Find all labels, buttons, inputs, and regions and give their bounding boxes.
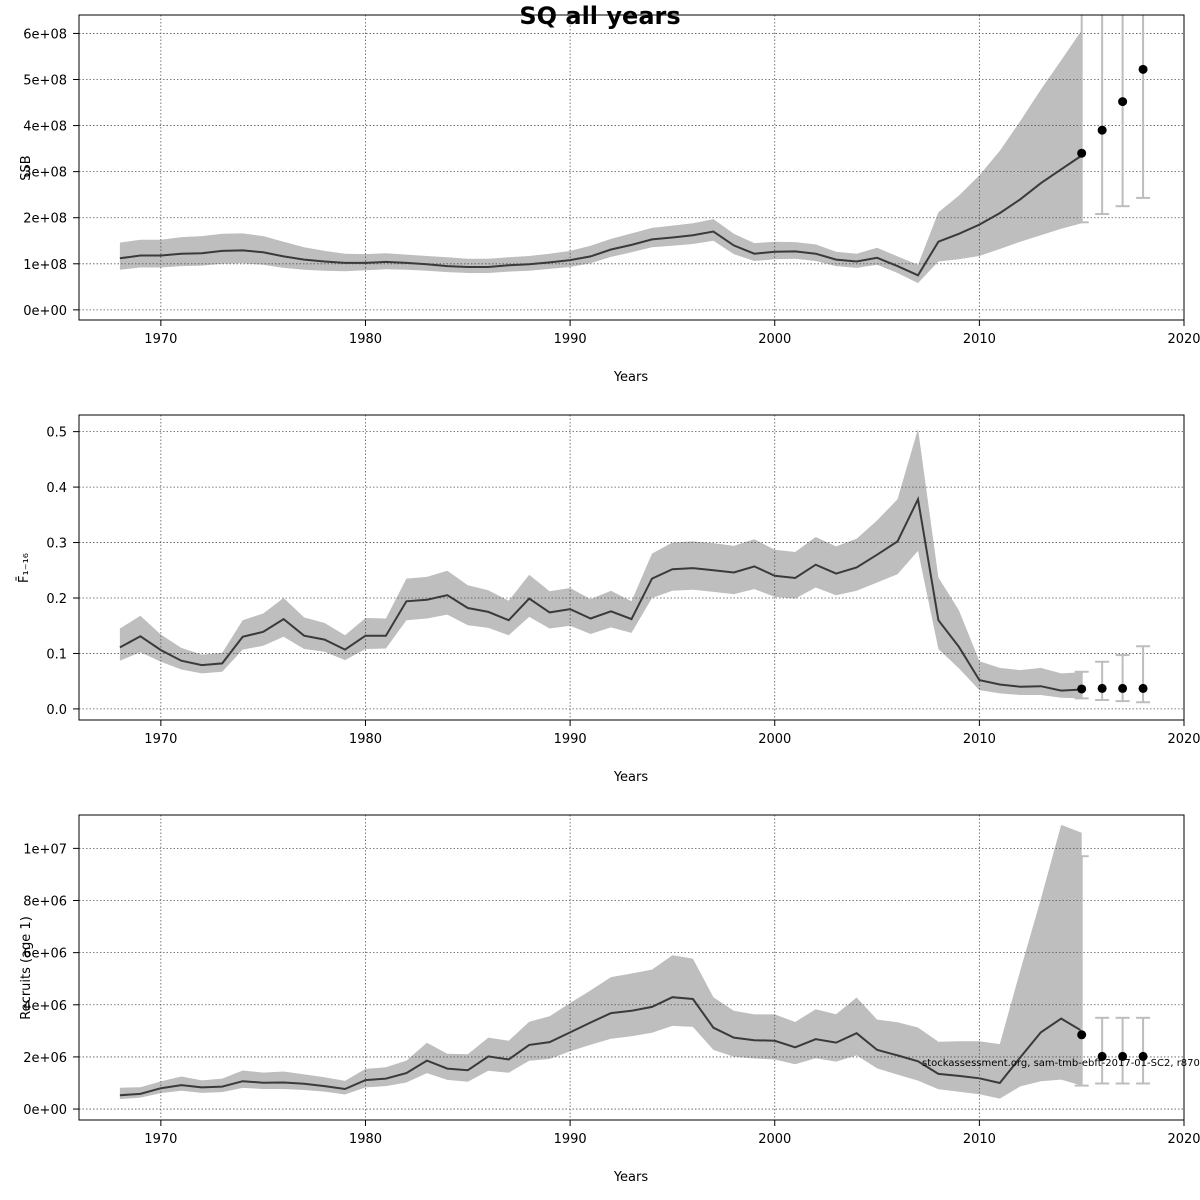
estimate-line — [119, 496, 1082, 692]
plot-frame — [78, 814, 1185, 1121]
x-tick-label: 1980 — [349, 732, 382, 747]
y-tick-label: 6e+06 — [23, 947, 67, 962]
projection-point — [1138, 683, 1148, 693]
plot-area — [79, 415, 1184, 720]
y-tick-label: 0.2 — [46, 592, 67, 607]
y-tick-label: 0e+00 — [23, 304, 67, 319]
x-tick-label: 1990 — [554, 1132, 587, 1147]
x-tick-label: 2020 — [1167, 332, 1200, 347]
y-tick-label: 6e+08 — [23, 27, 67, 42]
projection-point — [1138, 1051, 1148, 1061]
x-tick-label: 2010 — [963, 332, 996, 347]
estimate-line — [119, 996, 1083, 1097]
y-axis-title: F̄₁₋₁₆ — [17, 553, 32, 583]
x-tick-label: 1970 — [144, 332, 177, 347]
confidence-band — [119, 824, 1082, 1100]
x-tick-label: 2010 — [963, 732, 996, 747]
y-axis-title: SSB — [19, 155, 34, 180]
plot-area — [79, 15, 1184, 320]
projection-point — [1077, 1030, 1087, 1040]
x-axis-title: Years — [613, 1170, 649, 1185]
plot-frame — [78, 414, 1185, 721]
y-tick-label: 5e+08 — [23, 74, 67, 89]
y-axis-title: Recruits (age 1) — [19, 916, 34, 1020]
y-tick-label: 0.5 — [46, 426, 67, 441]
x-tick-label: 1970 — [144, 732, 177, 747]
confidence-band — [119, 428, 1082, 699]
y-tick-label: 3e+08 — [23, 166, 67, 181]
x-axis-title: Years — [613, 370, 649, 385]
recruits-panel: 1970 1980 1990 2000 2010 2020 0e+00 2e+06 4e+06 6… — [19, 814, 1200, 1185]
x-tick-label: 2000 — [758, 332, 791, 347]
projection-point — [1118, 97, 1128, 107]
projection-point — [1097, 1051, 1107, 1061]
y-tick-label: 1e+07 — [23, 842, 67, 857]
plot-frame — [78, 14, 1185, 321]
x-axis-title: Years — [613, 770, 649, 785]
y-tick-label: 0e+00 — [23, 1103, 67, 1118]
projection-point — [1097, 683, 1107, 693]
plot-area — [79, 815, 1184, 1120]
x-tick-label: 2010 — [963, 1132, 996, 1147]
x-tick-label: 2020 — [1167, 732, 1200, 747]
projection-point — [1118, 1051, 1128, 1061]
projection-point — [1097, 125, 1107, 135]
projection-point — [1138, 64, 1148, 74]
fbar-panel: 1970 1980 1990 2000 2010 2020 0.0 0.1 0.2 0.3 0.4 0… — [17, 414, 1200, 785]
x-tick-label: 1980 — [349, 332, 382, 347]
x-tick-label: 2000 — [758, 1132, 791, 1147]
ssb-panel: 1970 1980 1990 2000 2010 2020 0e+00 1e+08 2e+08 3… — [19, 14, 1200, 385]
y-tick-label: 2e+08 — [23, 212, 67, 227]
projection-point — [1118, 683, 1128, 693]
y-tick-label: 0.3 — [46, 537, 67, 552]
y-tick-label: 2e+06 — [23, 1051, 67, 1066]
projection-point — [1077, 148, 1087, 158]
x-tick-label: 1970 — [144, 1132, 177, 1147]
y-tick-label: 4e+08 — [23, 120, 67, 135]
x-tick-label: 2000 — [758, 732, 791, 747]
x-tick-label: 1980 — [349, 1132, 382, 1147]
y-tick-label: 0.0 — [46, 703, 67, 718]
y-tick-label: 0.4 — [46, 481, 67, 496]
confidence-band — [119, 30, 1082, 284]
x-tick-label: 1990 — [554, 332, 587, 347]
projection-point — [1077, 684, 1087, 694]
chart-title: SQ all years — [519, 2, 680, 30]
estimate-line — [119, 154, 1083, 277]
y-tick-label: 8e+06 — [23, 895, 67, 910]
x-tick-label: 1990 — [554, 732, 587, 747]
y-tick-label: 0.1 — [46, 647, 67, 662]
x-tick-label: 2020 — [1167, 1132, 1200, 1147]
y-tick-label: 4e+06 — [23, 999, 67, 1014]
y-tick-label: 1e+08 — [23, 258, 67, 273]
footer-credit: stockassessment.org, sam-tmb-ebft-2017-0… — [922, 1058, 1200, 1069]
